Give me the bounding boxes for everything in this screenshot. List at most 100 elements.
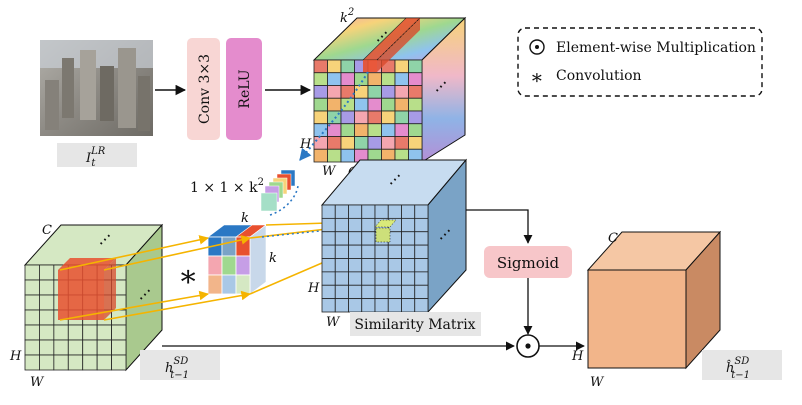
grid-cell	[408, 85, 423, 99]
grid-cell	[340, 148, 355, 163]
grid-cell	[348, 244, 363, 259]
grid-cell	[414, 231, 429, 246]
grid-cell	[221, 236, 237, 257]
grid-cell	[381, 85, 396, 99]
grid-cell	[348, 231, 363, 246]
hidden-out-label-box	[702, 350, 782, 380]
grid-cell	[367, 110, 382, 125]
grid-cell	[313, 97, 328, 112]
input-image	[40, 40, 153, 136]
grid-cell	[348, 258, 363, 273]
grid-cell	[348, 298, 363, 313]
grid-cell	[39, 309, 55, 326]
left-cube-dim-H: H	[9, 349, 22, 364]
legend-box	[517, 27, 763, 97]
grid-cell	[348, 217, 363, 233]
kernel-shape-label: 1 × 1 × k2	[190, 177, 264, 196]
grid-cell	[24, 294, 40, 311]
grid-cell	[367, 72, 382, 86]
small-kernel-k-side: k	[269, 251, 277, 266]
grid-cell	[354, 123, 369, 137]
grid-cell	[207, 274, 223, 295]
legend-conv-label: Convolution	[556, 68, 642, 84]
grid-cell	[401, 204, 416, 219]
legend-conv-icon: ∗	[530, 65, 544, 89]
grid-cell	[82, 339, 98, 356]
grid-cell	[334, 258, 349, 273]
grid-cell	[414, 204, 429, 219]
grid-cell	[381, 123, 396, 137]
grid-cell	[96, 324, 112, 341]
grid-cell	[374, 284, 389, 300]
grid-cell	[401, 284, 416, 300]
grid-cell	[414, 284, 429, 300]
grid-cell	[374, 204, 389, 219]
grid-cell	[361, 298, 376, 313]
grid-cell	[394, 85, 409, 99]
grid-cell	[327, 85, 342, 99]
grid-cell	[207, 255, 223, 276]
grid-cell	[381, 136, 396, 150]
grid-cell	[354, 110, 369, 125]
grid-cell	[327, 59, 342, 74]
grid-cell	[334, 244, 349, 259]
grid-cell	[408, 59, 423, 74]
grid-cell	[334, 217, 349, 233]
conv-label: Conv 3×3	[197, 54, 213, 124]
grid-cell	[361, 231, 376, 246]
grid-cell	[313, 148, 328, 163]
grid-cell	[361, 204, 376, 219]
dashed-kernel-arrow	[299, 71, 369, 161]
grid-cell	[313, 72, 328, 86]
kernel-feature-cube	[312, 16, 467, 163]
grid-cell	[24, 309, 40, 326]
grid-cell	[313, 110, 328, 125]
grid-cell	[387, 204, 402, 219]
output-cube-dim-C: C	[608, 231, 618, 246]
grid-cell	[39, 294, 55, 311]
grid-cell	[414, 217, 429, 233]
grid-cell	[313, 136, 328, 150]
grid-cell	[381, 97, 396, 112]
grid-cell	[313, 59, 328, 74]
grid-cell	[340, 110, 355, 125]
left-cube-dim-W: W	[30, 375, 45, 390]
relu-box	[226, 38, 262, 140]
grid-cell	[374, 244, 389, 259]
grid-cell	[361, 284, 376, 300]
k2-label: k2	[340, 7, 354, 26]
grid-cell	[387, 258, 402, 273]
grid-cell	[340, 85, 355, 99]
hidden-out-label: ĥSD t−1	[726, 356, 750, 381]
top-cube-dim-W: W	[322, 164, 337, 179]
grid-cell	[394, 59, 409, 74]
grid-cell	[340, 97, 355, 112]
kernel-stack	[260, 169, 299, 216]
grid-cell	[348, 271, 363, 286]
input-label-box	[57, 143, 137, 167]
grid-cell	[401, 271, 416, 286]
multiply-node-dot	[525, 343, 531, 349]
grid-cell	[24, 324, 40, 341]
grid-cell	[321, 231, 336, 246]
grid-cell	[67, 339, 84, 356]
grid-cell	[82, 324, 98, 341]
grid-cell	[394, 136, 409, 150]
grid-cell	[340, 59, 355, 74]
grid-cell	[321, 258, 336, 273]
grid-cell	[394, 110, 409, 125]
sim-cube-dim-W: W	[326, 315, 341, 330]
output-cube	[586, 230, 722, 370]
grid-cell	[235, 274, 251, 295]
grid-cell	[408, 97, 423, 112]
grid-cell	[96, 339, 112, 356]
grid-cell	[408, 72, 423, 86]
grid-cell	[387, 284, 402, 300]
grid-cell	[354, 72, 369, 86]
grid-cell	[39, 264, 55, 281]
grid-cell	[408, 110, 423, 125]
hidden-in-label-box	[140, 350, 220, 380]
grid-cell	[321, 204, 336, 219]
grid-cell	[374, 258, 389, 273]
similarity-label-box	[350, 312, 481, 336]
